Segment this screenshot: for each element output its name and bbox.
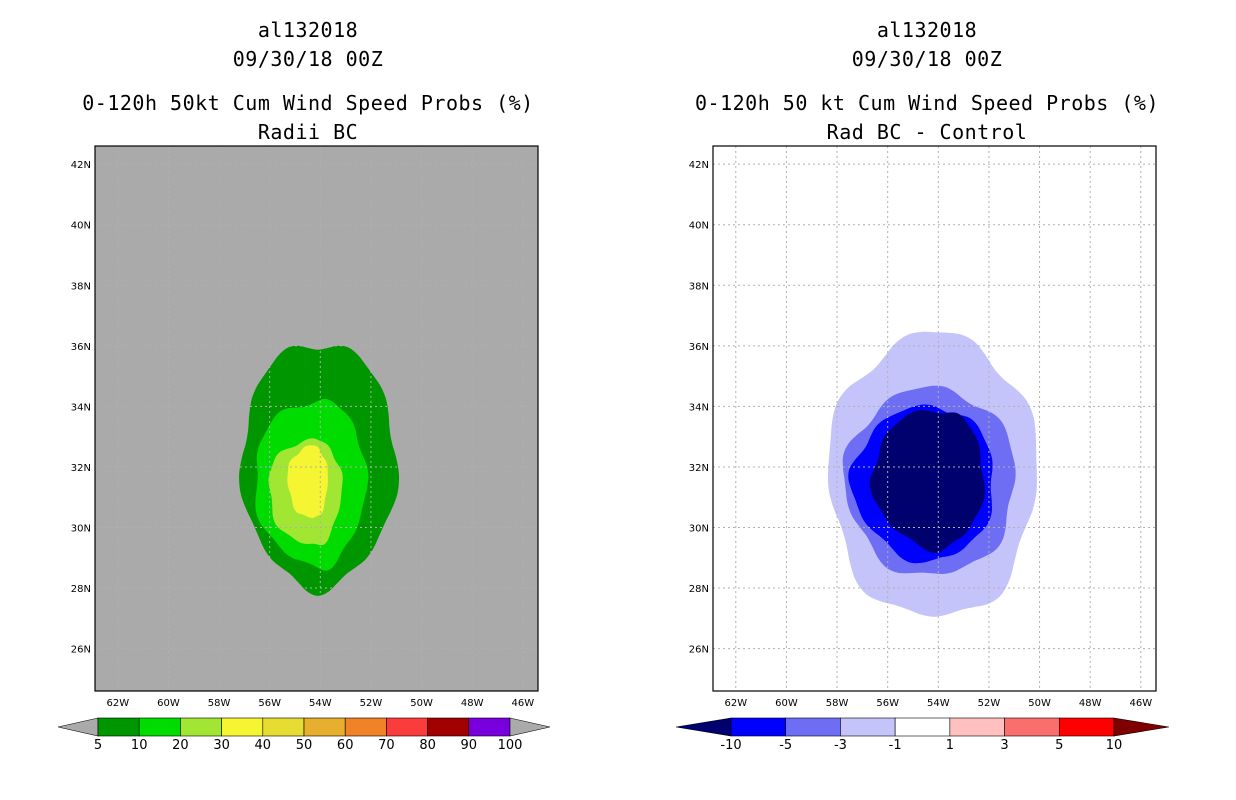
colorbar-label: -3 — [834, 738, 847, 753]
colorbar-swatch — [1004, 717, 1060, 737]
colorbar-swatch — [262, 717, 305, 737]
colorbar-label: 60 — [337, 738, 354, 753]
y-tick-label: 42N — [689, 160, 709, 171]
y-tick-label: 26N — [689, 645, 709, 656]
panel2-datetime: 09/30/18 00Z — [851, 47, 1003, 71]
x-tick-label: 58W — [826, 698, 849, 709]
colorbar-label: 10 — [131, 738, 148, 753]
colorbar-end-left — [57, 717, 99, 737]
x-tick-label: 62W — [724, 698, 747, 709]
colorbar: -10 -5 -3 -1 1 3 5 10 — [675, 717, 1170, 753]
y-tick-label: 42N — [71, 160, 91, 171]
y-tick-label: 34N — [689, 402, 709, 413]
x-tick-label: 50W — [1028, 698, 1051, 709]
colorbar-end-right — [509, 717, 551, 737]
x-tick-label: 60W — [157, 698, 180, 709]
x-tick-label: 52W — [978, 698, 1001, 709]
y-tick-label: 38N — [689, 281, 709, 292]
colorbar-end-left — [675, 717, 732, 737]
colorbar-swatch — [894, 717, 951, 737]
colorbar-swatch — [180, 717, 222, 737]
x-tick-label: 52W — [360, 698, 383, 709]
contour-4 — [869, 410, 985, 553]
y-tick-label: 28N — [689, 584, 709, 595]
y-tick-label: 32N — [71, 463, 91, 474]
colorbar-swatch — [840, 717, 896, 737]
colorbar-swatch — [949, 717, 1005, 737]
y-tick-label: 40N — [689, 221, 709, 232]
x-tick-label: 60W — [775, 698, 798, 709]
y-tick-label: 32N — [689, 463, 709, 474]
colorbar-label: 1 — [946, 738, 954, 753]
y-tick-label: 36N — [71, 342, 91, 353]
panel1-storm-id: al132018 — [257, 18, 359, 42]
colorbar-label: 30 — [213, 738, 230, 753]
x-tick-label: 48W — [461, 698, 484, 709]
y-tick-label: 40N — [71, 221, 91, 232]
colorbar-swatch — [785, 717, 841, 737]
colorbar: 5 10 20 30 40 50 60 70 80 90 100 — [57, 717, 551, 753]
panel1-title: 0-120h 50kt Cum Wind Speed Probs (%) — [82, 91, 534, 115]
colorbar-label: 40 — [255, 738, 272, 753]
x-tick-label: 54W — [927, 698, 950, 709]
panel2-subtitle: Rad BC - Control — [826, 120, 1028, 144]
colorbar-swatch — [344, 717, 387, 737]
colorbar-label: 70 — [378, 738, 395, 753]
panel1-subtitle: Radii BC — [257, 120, 359, 144]
x-tick-label: 62W — [106, 698, 129, 709]
colorbar-label: 50 — [296, 738, 313, 753]
y-tick-label: 36N — [689, 342, 709, 353]
colorbar-swatch — [386, 717, 428, 737]
contour-4 — [287, 445, 328, 518]
colorbar-label: 5 — [1055, 738, 1063, 753]
y-tick-label: 38N — [71, 281, 91, 292]
x-tick-label: 46W — [511, 698, 534, 709]
colorbar-label: 90 — [461, 738, 478, 753]
panel1-datetime: 09/30/18 00Z — [232, 47, 384, 71]
colorbar-swatch — [1058, 717, 1115, 737]
x-tick-label: 46W — [1129, 698, 1152, 709]
panel-2-chart: 62W 60W 58W 56W 54W 52W 50W 48W 46W 26N 28N 30N 32N 3… — [675, 145, 1170, 753]
colorbar-label: 20 — [172, 738, 189, 753]
panel-1-chart: 62W 60W 58W 56W 54W 52W 50W 48W 46W 26N 28N 30N 32N 3… — [57, 145, 551, 753]
colorbar-swatch — [730, 717, 787, 737]
colorbar-swatch — [468, 717, 511, 737]
y-tick-label: 30N — [689, 524, 709, 535]
y-tick-label: 26N — [71, 645, 91, 656]
panel2-title: 0-120h 50 kt Cum Wind Speed Probs (%) — [694, 91, 1160, 115]
colorbar-label: 5 — [94, 738, 102, 753]
plot-frame — [712, 145, 1157, 692]
x-tick-label: 56W — [876, 698, 899, 709]
y-tick-label: 30N — [71, 524, 91, 535]
colorbar-end-right — [1113, 717, 1170, 737]
x-tick-label: 56W — [258, 698, 281, 709]
x-tick-label: 48W — [1079, 698, 1102, 709]
colorbar-label: -10 — [720, 738, 741, 753]
colorbar-swatch — [138, 717, 181, 737]
colorbar-label: 80 — [419, 738, 436, 753]
colorbar-label: 100 — [498, 738, 523, 753]
colorbar-swatch — [221, 717, 264, 737]
colorbar-label: 10 — [1106, 738, 1123, 753]
x-tick-label: 54W — [309, 698, 332, 709]
colorbar-label: 3 — [1000, 738, 1008, 753]
y-tick-label: 28N — [71, 584, 91, 595]
x-tick-label: 58W — [208, 698, 231, 709]
panel2-storm-id: al132018 — [876, 18, 978, 42]
plot-frame — [94, 145, 539, 692]
colorbar-swatch — [303, 717, 346, 737]
colorbar-label: -5 — [779, 738, 792, 753]
colorbar-label: -1 — [889, 738, 902, 753]
colorbar-swatch — [97, 717, 140, 737]
x-tick-label: 50W — [410, 698, 433, 709]
y-tick-label: 34N — [71, 402, 91, 413]
colorbar-swatch — [427, 717, 470, 737]
